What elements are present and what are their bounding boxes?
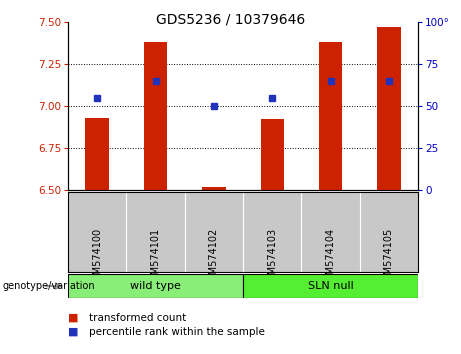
Bar [85,118,109,190]
Text: genotype/variation: genotype/variation [2,281,95,291]
Text: percentile rank within the sample: percentile rank within the sample [89,327,265,337]
Bar [377,27,401,190]
Text: GSM574103: GSM574103 [267,228,277,287]
Bar [243,274,418,298]
Text: transformed count: transformed count [89,313,186,323]
Bar [260,119,284,190]
Bar [68,274,243,298]
Text: ■: ■ [68,313,78,323]
Text: GSM574100: GSM574100 [92,228,102,287]
Text: GSM574102: GSM574102 [209,228,219,287]
Text: GSM574105: GSM574105 [384,228,394,287]
Text: GSM574101: GSM574101 [150,228,160,287]
Bar [319,42,342,190]
Text: GDS5236 / 10379646: GDS5236 / 10379646 [156,12,305,27]
Text: GSM574104: GSM574104 [325,228,336,287]
Bar [144,42,167,190]
Text: ■: ■ [68,327,78,337]
Text: wild type: wild type [130,281,181,291]
Bar [202,187,225,190]
Text: SLN null: SLN null [307,281,354,291]
